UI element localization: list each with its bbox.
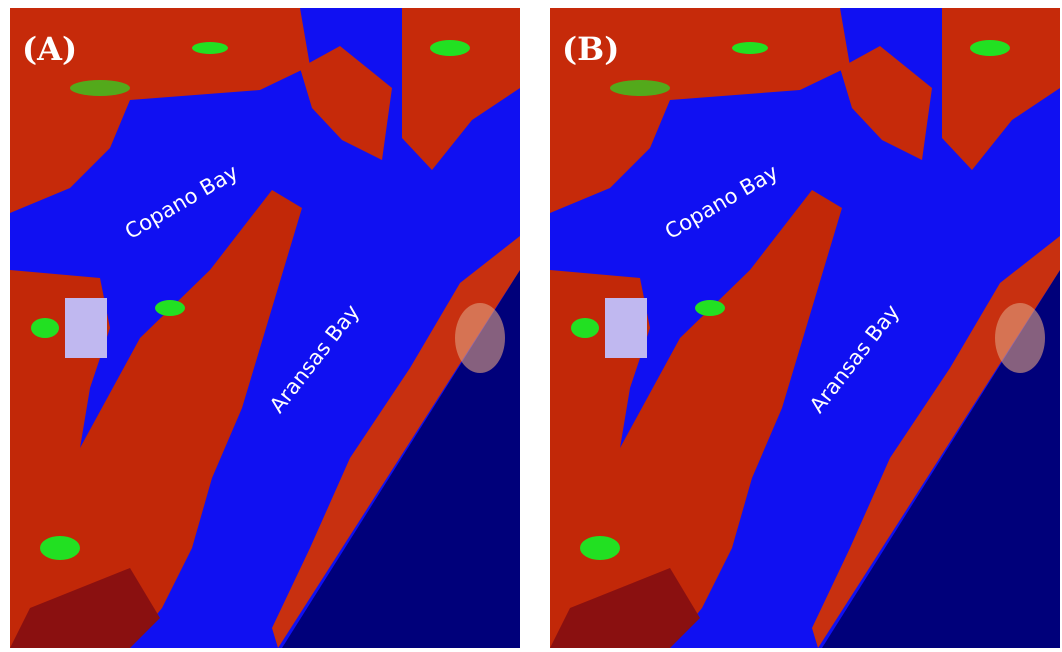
figure: (A)Copano BayAransas Bay (B)Copano BayAr… bbox=[0, 0, 1062, 652]
map-image bbox=[550, 8, 1060, 648]
panel-label: (B) bbox=[562, 30, 619, 68]
map-image bbox=[10, 8, 520, 648]
panel-label: (A) bbox=[22, 30, 77, 68]
